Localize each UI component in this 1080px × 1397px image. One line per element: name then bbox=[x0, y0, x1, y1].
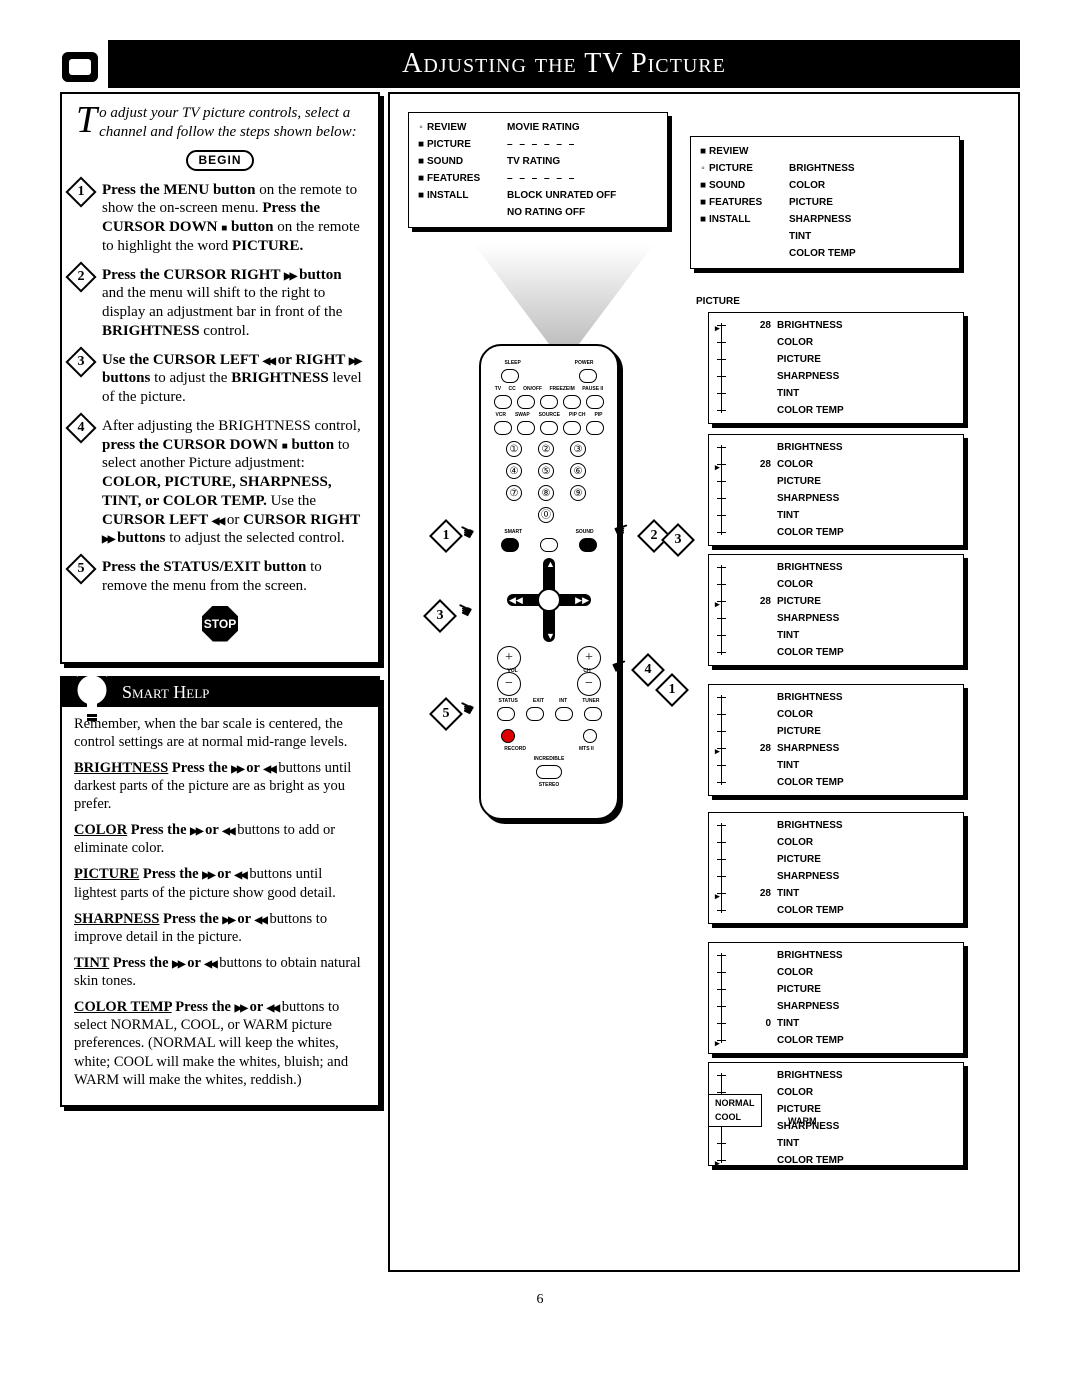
swap-button[interactable] bbox=[517, 421, 535, 435]
key-3[interactable]: ③ bbox=[570, 441, 586, 457]
key-0[interactable]: ⓪ bbox=[538, 507, 554, 523]
key-8[interactable]: ⑧ bbox=[538, 485, 554, 501]
key-1[interactable]: ① bbox=[506, 441, 522, 457]
pip-button[interactable] bbox=[586, 421, 604, 435]
adjustment-panel-0: ▸28BRIGHTNESSCOLORPICTURESHARPNESSTINTCO… bbox=[708, 312, 964, 424]
osd-menu-panel-1: ◦REVIEWMOVIE RATING■PICTURE– – – – – –■S… bbox=[408, 112, 668, 228]
adjustment-panel-2: ▸BRIGHTNESSCOLOR28PICTURESHARPNESSTINTCO… bbox=[708, 554, 964, 666]
step-2: 2Press the CURSOR RIGHT button and the m… bbox=[76, 266, 364, 341]
status-button[interactable] bbox=[497, 707, 515, 721]
ch-up-button[interactable]: + bbox=[577, 646, 601, 670]
help-tint: TINT Press the or buttons to obtain natu… bbox=[74, 954, 366, 990]
pause-button[interactable] bbox=[586, 395, 604, 409]
step-5: 5Press the STATUS/EXIT button to remove … bbox=[76, 558, 364, 596]
key-4[interactable]: ④ bbox=[506, 463, 522, 479]
hand-icon: ☚ bbox=[452, 598, 476, 624]
smart-help-intro: Remember, when the bar scale is centered… bbox=[74, 715, 366, 751]
help-brightness: BRIGHTNESS Press the or buttons until da… bbox=[74, 759, 366, 813]
key-2[interactable]: ② bbox=[538, 441, 554, 457]
adjustment-panel-5: ▸BRIGHTNESSCOLORPICTURESHARPNESS0TINTCOL… bbox=[708, 942, 964, 1054]
adjustment-panel-3: ▸BRIGHTNESSCOLORPICTURE28SHARPNESSTINTCO… bbox=[708, 684, 964, 796]
help-color: COLOR Press the or buttons to add or eli… bbox=[74, 821, 366, 857]
incredible-button[interactable] bbox=[536, 765, 562, 779]
normal-cool-box: NORMAL COOL bbox=[708, 1094, 762, 1127]
smart-help-box: Smart Help Remember, when the bar scale … bbox=[60, 676, 380, 1107]
callout-1b: 1 bbox=[655, 673, 689, 707]
help-sharpness: SHARPNESS Press the or buttons to improv… bbox=[74, 910, 366, 946]
sleep-button[interactable] bbox=[501, 369, 519, 383]
step-1: 1Press the MENU button on the remote to … bbox=[76, 181, 364, 256]
source-button[interactable] bbox=[540, 421, 558, 435]
key-5[interactable]: ⑤ bbox=[538, 463, 554, 479]
adjustment-panel-1: ▸BRIGHTNESS28COLORPICTURESHARPNESSTINTCO… bbox=[708, 434, 964, 546]
key-6[interactable]: ⑥ bbox=[570, 463, 586, 479]
smart-button[interactable] bbox=[540, 538, 558, 552]
sound-button[interactable] bbox=[579, 538, 597, 552]
key-7[interactable]: ⑦ bbox=[506, 485, 522, 501]
intro-text: To adjust your TV picture controls, sele… bbox=[76, 104, 364, 142]
tv-button[interactable] bbox=[494, 395, 512, 409]
diagram-area: ◦REVIEWMOVIE RATING■PICTURE– – – – – –■S… bbox=[388, 92, 1020, 1272]
picture-heading: PICTURE bbox=[696, 296, 740, 307]
smart-help-header: Smart Help bbox=[62, 678, 378, 707]
remote-control: SLEEPPOWER TVCCON/OFFFREEZEIMPAUSE II VC… bbox=[479, 344, 619, 820]
menu-button[interactable] bbox=[501, 538, 519, 552]
onoff-button[interactable] bbox=[540, 395, 558, 409]
stop-badge: STOP bbox=[202, 606, 238, 642]
exit-button[interactable] bbox=[526, 707, 544, 721]
callout-4: 4 bbox=[631, 653, 665, 687]
lightbulb-icon bbox=[72, 672, 112, 724]
page-title: Adjusting the TV Picture bbox=[108, 40, 1020, 88]
power-button[interactable] bbox=[579, 369, 597, 383]
adjustment-panel-4: ▸BRIGHTNESSCOLORPICTURESHARPNESS28TINTCO… bbox=[708, 812, 964, 924]
warm-label: WARM bbox=[788, 1116, 817, 1126]
help-picture: PICTURE Press the or buttons until light… bbox=[74, 865, 366, 901]
step-4: 4After adjusting the BRIGHTNESS control,… bbox=[76, 417, 364, 548]
record-button[interactable] bbox=[501, 729, 515, 743]
cursor-pad[interactable]: ▲ ▼ ◀◀ ▶▶ bbox=[507, 558, 591, 642]
remote-diagram: SLEEPPOWER TVCCON/OFFFREEZEIMPAUSE II VC… bbox=[414, 304, 684, 820]
hand-icon: ☚ bbox=[454, 520, 478, 546]
begin-badge: BEGIN bbox=[186, 150, 253, 171]
key-9[interactable]: ⑨ bbox=[570, 485, 586, 501]
vcr-button[interactable] bbox=[494, 421, 512, 435]
step-3: 3Use the CURSOR LEFT or RIGHT buttons to… bbox=[76, 351, 364, 407]
callout-3a: 3 bbox=[661, 523, 695, 557]
int-button[interactable] bbox=[555, 707, 573, 721]
help-color-temp: COLOR TEMP Press the or buttons to selec… bbox=[74, 998, 366, 1089]
tuner-button[interactable] bbox=[584, 707, 602, 721]
cc-button[interactable] bbox=[517, 395, 535, 409]
vol-up-button[interactable]: + bbox=[497, 646, 521, 670]
osd-menu-panel-2: ■REVIEW◦PICTUREBRIGHTNESS■SOUNDCOLOR■FEA… bbox=[690, 136, 960, 269]
mts-button[interactable] bbox=[583, 729, 597, 743]
tv-icon bbox=[62, 52, 98, 82]
vol-down-button[interactable]: − bbox=[497, 672, 521, 696]
pipch-button[interactable] bbox=[563, 421, 581, 435]
instruction-box: To adjust your TV picture controls, sele… bbox=[60, 92, 380, 664]
page-number: 6 bbox=[60, 1292, 1020, 1308]
ch-down-button[interactable]: − bbox=[577, 672, 601, 696]
freeze-button[interactable] bbox=[563, 395, 581, 409]
